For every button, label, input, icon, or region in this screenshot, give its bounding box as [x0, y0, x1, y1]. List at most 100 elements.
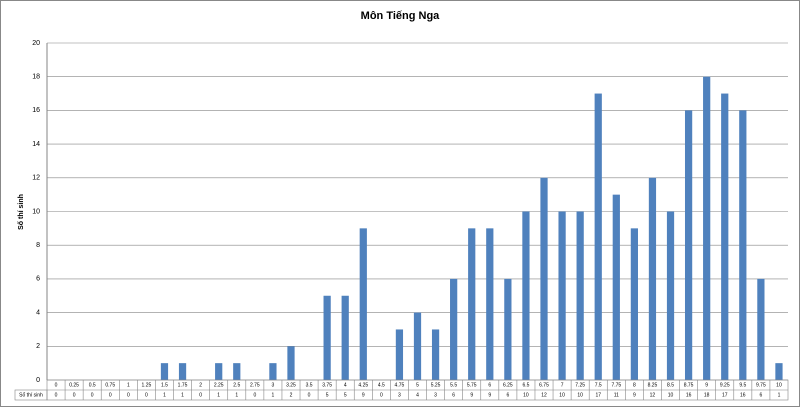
bar	[215, 363, 223, 380]
bar	[287, 346, 295, 380]
y-tick-label: 4	[36, 309, 40, 316]
bar	[721, 93, 729, 381]
data-table-value: 3	[434, 392, 437, 398]
bar	[684, 110, 693, 381]
y-tick-label: 14	[32, 141, 40, 148]
x-tick-label: 4.5	[378, 382, 385, 388]
data-table-value: 0	[109, 392, 112, 398]
x-tick-label: 9.5	[739, 382, 746, 388]
x-tick-label: 6.5	[522, 382, 529, 388]
x-tick-label: 1.25	[142, 382, 152, 388]
bar	[739, 110, 747, 381]
bar	[648, 177, 657, 380]
data-table-value: 18	[704, 392, 710, 398]
data-table-value: 1	[217, 392, 220, 398]
data-table-value: 1	[181, 392, 184, 398]
x-tick-label: 8.25	[648, 382, 658, 388]
bar	[630, 228, 638, 380]
bar	[558, 211, 566, 380]
bar	[540, 177, 548, 380]
data-table-value: 0	[380, 392, 383, 398]
x-tick-label: 0.5	[89, 382, 96, 388]
bar	[395, 329, 404, 380]
data-table-value: 12	[650, 392, 656, 398]
data-table-value: 17	[722, 392, 728, 398]
data-table-value: 0	[145, 392, 148, 398]
x-tick-label: 7.75	[611, 382, 621, 388]
data-table-value: 0	[73, 392, 76, 398]
x-tick-label: 7.25	[575, 382, 585, 388]
y-tick-label: 0	[36, 377, 40, 384]
x-tick-label: 4.75	[395, 382, 405, 388]
x-tick-label: 8	[633, 382, 636, 388]
data-table-value: 10	[559, 392, 565, 398]
data-table-value: 17	[595, 392, 601, 398]
data-table-value: 6	[759, 392, 762, 398]
y-tick-label: 18	[32, 74, 40, 81]
x-tick-label: 5.5	[450, 382, 457, 388]
bar	[323, 295, 331, 380]
x-tick-label: 6.25	[503, 382, 513, 388]
bar	[431, 329, 440, 380]
data-table-value: 0	[253, 392, 256, 398]
bar	[341, 295, 349, 380]
bar	[233, 363, 241, 380]
bar	[757, 278, 765, 380]
x-tick-label: 7	[561, 382, 564, 388]
y-tick-label: 16	[32, 107, 40, 114]
y-tick-label: 6	[36, 276, 40, 283]
data-table-value: 1	[778, 392, 781, 398]
bar	[413, 312, 422, 380]
bar	[612, 194, 620, 380]
x-tick-label: 2.75	[250, 382, 260, 388]
x-tick-label: 7.5	[595, 382, 602, 388]
bar	[576, 211, 584, 380]
chart-title: Môn Tiếng Nga	[361, 10, 441, 22]
data-table-value: 9	[488, 392, 491, 398]
data-table-value: 6	[452, 392, 455, 398]
x-tick-label: 1.5	[161, 382, 168, 388]
data-table-value: 9	[470, 392, 473, 398]
x-tick-label: 5.75	[467, 382, 477, 388]
bar	[178, 363, 187, 380]
data-table-value: 0	[127, 392, 130, 398]
data-table-value: 16	[740, 392, 746, 398]
x-tick-label: 3.25	[286, 382, 296, 388]
bar	[703, 76, 711, 380]
bar	[160, 363, 169, 380]
x-tick-label: 8.5	[667, 382, 674, 388]
y-tick-label: 10	[32, 208, 40, 215]
data-table-value: 2	[290, 392, 293, 398]
bar	[504, 278, 512, 380]
x-tick-label: 0	[55, 382, 58, 388]
x-tick-label: 1	[127, 382, 130, 388]
bar	[468, 228, 476, 380]
data-table-value: 10	[668, 392, 674, 398]
data-table-row-label: Số thí sinh	[19, 392, 43, 398]
x-tick-label: 10	[776, 382, 782, 388]
data-table-value: 12	[541, 392, 547, 398]
x-tick-label: 2.5	[233, 382, 240, 388]
x-tick-label: 6	[488, 382, 491, 388]
x-tick-label: 3.5	[306, 382, 313, 388]
bar	[522, 211, 530, 380]
bar	[486, 228, 494, 380]
data-table-value: 0	[55, 392, 58, 398]
x-tick-label: 9.75	[756, 382, 766, 388]
data-table-value: 1	[235, 392, 238, 398]
data-table-value: 11	[614, 392, 619, 398]
bar	[666, 211, 675, 380]
data-table-value: 1	[272, 392, 275, 398]
data-table-value: 4	[416, 392, 419, 398]
data-table-value: 6	[506, 392, 509, 398]
y-tick-label: 8	[36, 242, 40, 249]
x-tick-label: 3.75	[322, 382, 332, 388]
y-tick-label: 12	[32, 175, 40, 182]
x-tick-label: 9	[705, 382, 708, 388]
x-tick-label: 9.25	[720, 382, 730, 388]
bar	[269, 363, 277, 380]
data-table-value: 5	[344, 392, 347, 398]
x-tick-label: 4	[344, 382, 347, 388]
x-tick-label: 6.75	[539, 382, 549, 388]
